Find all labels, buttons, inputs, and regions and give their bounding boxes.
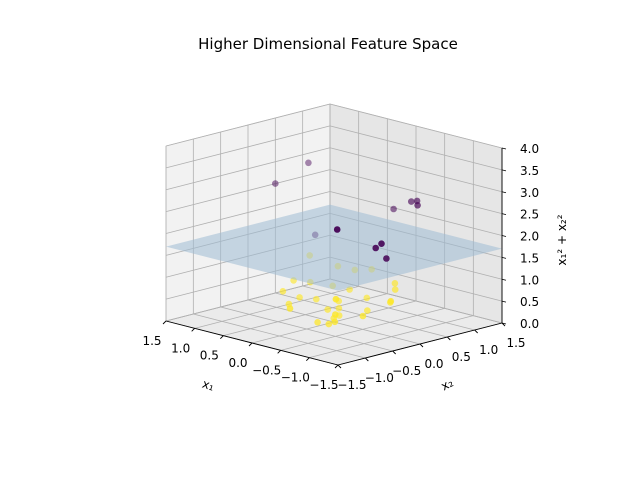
x-tick-mark: [220, 335, 224, 339]
y-tick-mark: [392, 350, 396, 355]
inner-class-point: [364, 307, 371, 314]
z-tick-mark: [501, 213, 507, 216]
grid-line-z-left: [165, 147, 331, 191]
x-tick-mark: [191, 328, 195, 332]
y-tick-mark: [419, 343, 424, 348]
grid-line-y-floor: [193, 313, 366, 359]
inner-class-point: [314, 319, 321, 326]
z-tick-mark: [501, 278, 507, 281]
inner-class-point: [332, 311, 339, 318]
z-tick-label: 1.5: [520, 251, 539, 265]
z-tick-label: 3.5: [520, 164, 539, 178]
grid-line-z-left: [165, 169, 331, 213]
y-axis-label: x₂: [439, 375, 456, 393]
y-tick-label: 1.0: [479, 343, 498, 357]
tick-labels: −1.5−1.0−0.50.00.51.01.5−1.5−1.0−0.5 0.0 0…: [142, 142, 539, 392]
y-tick-label: −1.0: [365, 371, 394, 385]
grid-line-z-left: [165, 278, 331, 322]
y-tick-label: −0.5: [392, 364, 421, 378]
y-tick-label: 0.0: [424, 357, 443, 371]
x-tick-mark: [162, 320, 167, 325]
x-tick-label: 1.5: [142, 334, 161, 348]
grid-line-y-floor: [220, 306, 393, 352]
inner-class-point: [331, 318, 339, 326]
z-tick-label: 0.5: [520, 295, 539, 309]
inner-class-point: [296, 294, 303, 301]
z-tick-label: 2.0: [520, 230, 539, 244]
x-tick-label: 1.0: [171, 341, 190, 355]
y-tick-mark: [447, 336, 451, 341]
inner-class-point: [335, 305, 343, 312]
outer-class-point: [378, 240, 385, 247]
inner-class-point: [391, 280, 399, 287]
outer-class-point: [414, 202, 421, 209]
grid-line-z-left: [165, 103, 331, 147]
grid-line-y-floor: [302, 285, 475, 331]
x-tick-label: −1.0: [281, 371, 310, 385]
y-tick-label: −1.5: [337, 378, 366, 392]
z-tick-mark: [501, 191, 507, 194]
x-tick-mark: [306, 357, 310, 361]
z-tick-label: 1.0: [520, 273, 539, 287]
inner-class-point: [313, 295, 320, 303]
outer-class-point: [408, 198, 415, 205]
z-tick-mark: [501, 322, 507, 325]
grid-line-z-right: [329, 191, 503, 236]
grid-line-z-right: [329, 125, 503, 171]
grid-line-z-right: [329, 103, 503, 149]
grid-line-z-right: [329, 169, 503, 215]
z-tick-mark: [501, 147, 507, 150]
x-axis-label: x₁: [200, 377, 216, 394]
z-tick-label: 4.0: [520, 142, 539, 156]
x-tick-mark: [277, 350, 281, 354]
y-tick-label: 0.5: [452, 350, 471, 364]
outer-class-point: [383, 255, 390, 262]
inner-class-point: [332, 295, 340, 303]
decision-plane: [166, 204, 502, 291]
z-axis-label: x₁² + x₂²: [555, 214, 569, 265]
z-tick-label: 2.5: [520, 208, 539, 222]
inner-class-point: [391, 286, 399, 293]
inner-class-point: [387, 297, 395, 305]
inner-class-point: [279, 288, 287, 295]
y-tick-label: 1.5: [506, 336, 525, 350]
z-tick-mark: [501, 300, 507, 303]
grid-line-z-right: [329, 278, 503, 324]
inner-class-point: [325, 320, 333, 328]
outer-class-point: [333, 226, 341, 233]
x-tick-label: 0.0: [228, 356, 247, 370]
x-tick-label: −1.5: [309, 378, 338, 392]
outer-class-point: [272, 180, 279, 187]
z-tick-mark: [501, 169, 507, 172]
grid-line-z-left: [165, 191, 331, 234]
chart-title: Higher Dimensional Feature Space: [198, 35, 458, 53]
outer-class-point: [305, 159, 312, 167]
grid-line-z-left: [165, 125, 331, 169]
inner-class-point: [324, 306, 332, 313]
inner-class-point: [359, 312, 367, 320]
outer-class-point: [372, 244, 380, 252]
y-tick-mark: [337, 364, 342, 369]
grid-line-z-right: [329, 147, 503, 193]
x-tick-mark: [248, 342, 253, 347]
z-tick-label: 0.0: [520, 317, 539, 331]
y-tick-mark: [474, 329, 478, 334]
inner-class-point: [286, 305, 294, 312]
inner-class-point: [363, 294, 371, 302]
z-tick-label: 3.0: [520, 186, 539, 200]
points-in-front-of-plane: [272, 159, 421, 262]
z-tick-mark: [501, 235, 507, 237]
x-tick-label: −0.5: [252, 363, 281, 377]
y-tick-mark: [365, 357, 369, 362]
outer-class-point: [390, 205, 397, 213]
z-tick-mark: [501, 256, 507, 259]
x-tick-mark: [334, 364, 339, 369]
x-tick-label: 0.5: [200, 349, 219, 363]
